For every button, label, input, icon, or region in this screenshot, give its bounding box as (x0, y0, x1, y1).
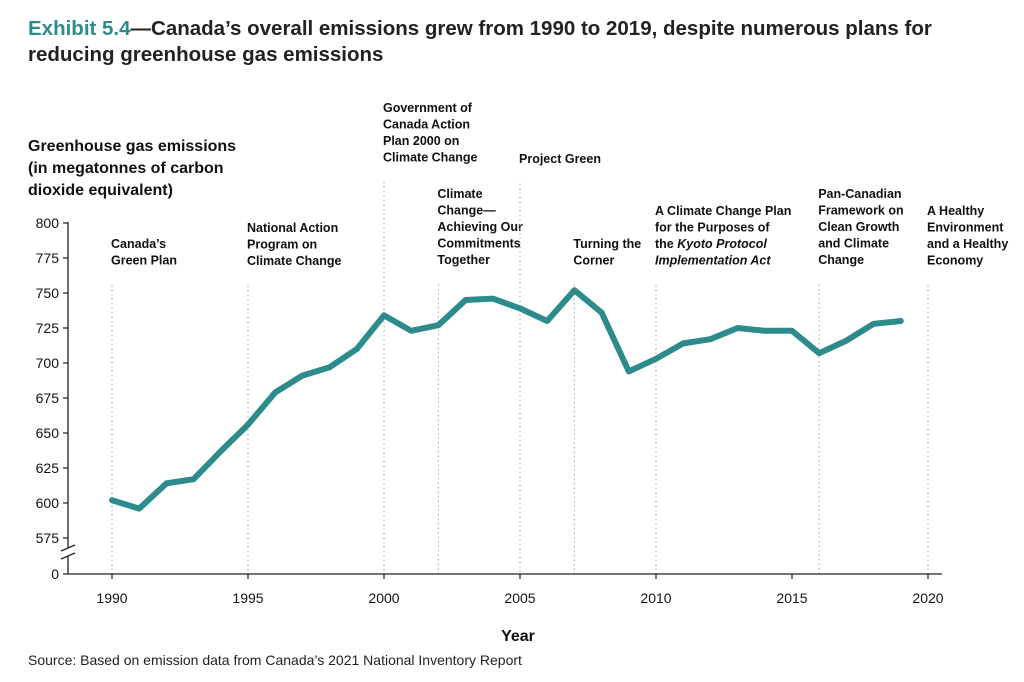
chart-title: Exhibit 5.4—Canada’s overall emissions g… (28, 16, 988, 68)
data-point (599, 310, 605, 316)
x-tick-label: 1995 (232, 590, 263, 606)
data-point (789, 328, 795, 334)
data-point (218, 448, 224, 454)
data-point (898, 318, 904, 324)
x-tick-label: 2005 (504, 590, 535, 606)
annotation-label: Climate Change— Achieving Our Commitments To… (437, 187, 523, 267)
data-point (381, 312, 387, 318)
x-tick-label: 2020 (912, 590, 943, 606)
data-point (517, 305, 523, 311)
y-tick-label: 750 (36, 285, 60, 301)
y-tick-label: 625 (36, 460, 60, 476)
source-note: Source: Based on emission data from Cana… (28, 652, 522, 668)
data-point (408, 328, 414, 334)
data-point (653, 356, 659, 362)
data-point (871, 321, 877, 327)
data-point (762, 328, 768, 334)
data-point (626, 368, 632, 374)
data-point (490, 296, 496, 302)
data-point (191, 476, 197, 482)
exhibit-number: Exhibit 5.4 (28, 17, 131, 40)
y-tick-label: 575 (36, 530, 60, 546)
data-point (354, 346, 360, 352)
x-tick-label: 2015 (776, 590, 807, 606)
data-point (707, 336, 713, 342)
data-point (816, 350, 822, 356)
x-tick-label: 2010 (640, 590, 671, 606)
annotation-label: Government of Canada Action Plan 2000 on Cl… (383, 101, 478, 165)
annotation-label: A Healthy Environment and a Healthy Economy (927, 204, 1008, 268)
data-point (544, 318, 550, 324)
title-text: —Canada’s overall emissions grew from 19… (28, 17, 932, 66)
data-point (735, 325, 741, 331)
data-point (463, 297, 469, 303)
y-tick-label: 775 (36, 250, 60, 266)
annotation-label: National Action Program on Climate Change (247, 221, 342, 268)
y-tick-label: 725 (36, 320, 60, 336)
y-axis-label: Greenhouse gas emissions (in megatonnes … (28, 138, 237, 199)
annotation-label: Project Green (519, 152, 601, 166)
axis-break-mark (60, 544, 76, 552)
data-point (109, 497, 115, 503)
data-point (435, 322, 441, 328)
x-tick-label: 2000 (368, 590, 399, 606)
data-point (680, 340, 686, 346)
data-point (571, 287, 577, 293)
y-tick-label: 600 (36, 495, 60, 511)
data-point (136, 506, 142, 512)
data-point (327, 364, 333, 370)
data-point (163, 480, 169, 486)
y-tick-label: 650 (36, 425, 60, 441)
data-point (272, 389, 278, 395)
x-axis-label: Year (501, 628, 535, 645)
x-tick-label: 1990 (96, 590, 127, 606)
data-point (299, 373, 305, 379)
y-tick-label: 800 (36, 215, 60, 231)
y-tick-label: 0 (51, 566, 59, 582)
annotation-label: Pan-Canadian Framework on Clean Growth and … (818, 187, 903, 267)
annotation-label: Canada’s Green Plan (111, 237, 177, 268)
data-point (245, 422, 251, 428)
data-point (843, 338, 849, 344)
y-tick-label: 675 (36, 390, 60, 406)
annotation-label: Turning the Corner (573, 237, 641, 268)
annotation-label: A Climate Change Plan for the Purposes of… (655, 204, 791, 268)
emissions-series-line (109, 287, 904, 512)
y-tick-label: 700 (36, 355, 60, 371)
axis-break-mark (60, 552, 76, 560)
